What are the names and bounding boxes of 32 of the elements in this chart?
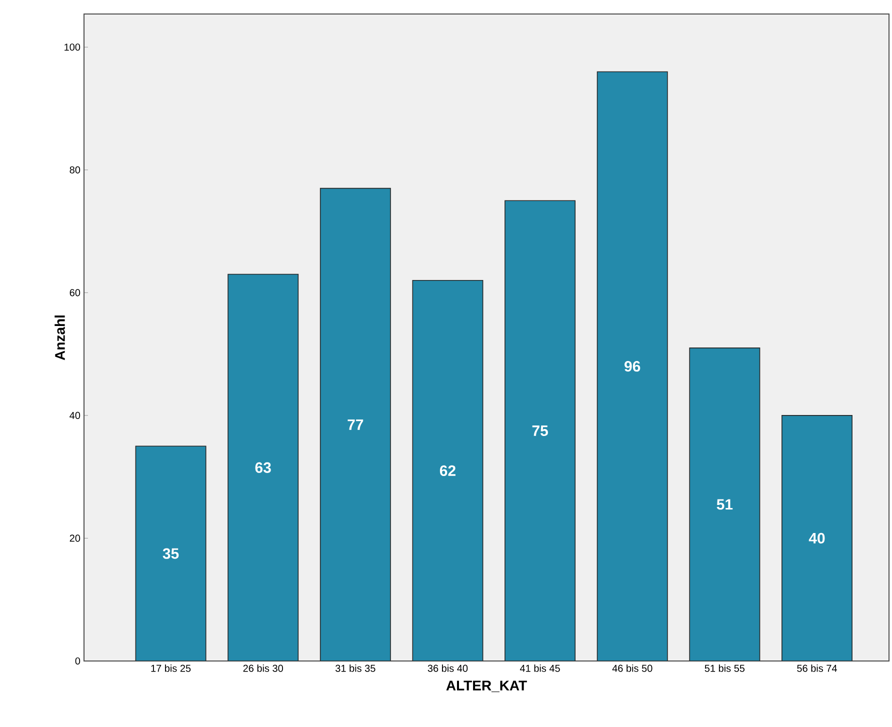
bar — [690, 348, 760, 661]
data-label: 96 — [624, 361, 640, 372]
y-tick-label: 100 — [64, 44, 80, 51]
x-tick-label: 31 bis 35 — [336, 664, 376, 672]
data-label: 63 — [255, 462, 271, 473]
x-tick-label: 46 bis 50 — [612, 664, 652, 672]
data-label: 62 — [440, 465, 456, 476]
y-axis-title: Anzahl — [54, 316, 65, 360]
x-tick-label: 41 bis 45 — [520, 664, 560, 672]
bar — [504, 200, 576, 661]
x-tick-label: 56 bis 74 — [797, 664, 837, 672]
bar — [228, 274, 298, 661]
y-tick-label: 20 — [70, 534, 80, 542]
bar — [320, 188, 390, 661]
x-tick-label: 17 bis 25 — [151, 664, 191, 672]
data-label: 75 — [532, 426, 548, 436]
x-tick-label: 26 bis 30 — [243, 664, 283, 672]
bar — [597, 72, 668, 661]
bar — [782, 415, 852, 661]
y-tick-label: 40 — [70, 412, 80, 419]
data-label: 35 — [162, 548, 179, 559]
x-axis-title: ALTER_KAT — [446, 680, 527, 692]
data-label: 40 — [808, 532, 825, 544]
bar — [136, 446, 206, 661]
data-label: 51 — [716, 499, 733, 510]
bar — [412, 280, 483, 661]
y-tick-label: 0 — [75, 657, 80, 665]
data-label: 77 — [348, 419, 364, 430]
y-tick-label: 60 — [70, 289, 80, 296]
x-tick-label: 36 bis 40 — [428, 664, 468, 672]
y-tick-label: 80 — [70, 166, 80, 174]
x-tick-label: 51 bis 55 — [704, 664, 745, 672]
